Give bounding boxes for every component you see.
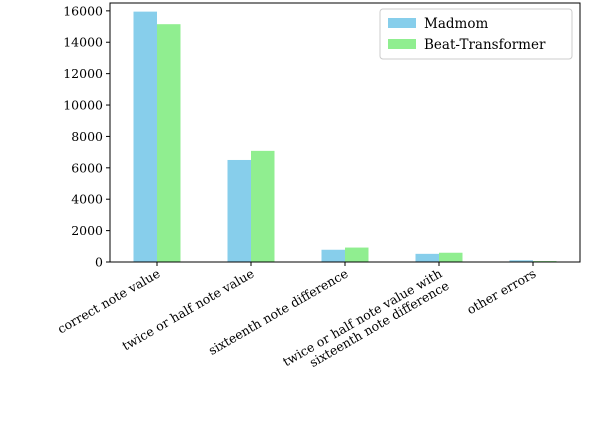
y-tick-label: 6000 [71, 160, 103, 175]
y-tick-label: 8000 [71, 129, 103, 144]
bar-beat-transformer-1 [251, 150, 275, 262]
bar-beat-transformer-0 [157, 24, 181, 263]
x-tick-label-line: sixteenth note difference [307, 278, 452, 370]
bars-layer [133, 11, 557, 263]
bar-madmom-4 [509, 260, 533, 262]
y-tick-label: 0 [95, 255, 103, 270]
bar-beat-transformer-3 [439, 252, 463, 262]
x-tick-label-line: other errors [464, 266, 538, 318]
legend-swatch [388, 39, 416, 49]
y-tick-label: 10000 [63, 98, 103, 113]
bar-madmom-2 [321, 249, 345, 262]
legend-label: Beat-Transformer [424, 37, 546, 53]
legend-label: Madmom [424, 16, 488, 32]
y-tick-label: 2000 [71, 223, 103, 238]
legend-box [379, 8, 573, 60]
bar-beat-transformer-2 [345, 247, 369, 262]
y-tick-label: 16000 [63, 3, 103, 18]
bar-madmom-1 [227, 159, 251, 262]
legend: Madmom Beat-Transformer [379, 8, 573, 60]
x-tick-label: twice or half note value withsixteenth n… [280, 266, 452, 382]
x-tick-label: other errors [464, 266, 538, 318]
plot-frame [109, 2, 581, 263]
x-tick-label-line: twice or half note value with [280, 266, 445, 370]
legend-swatch [388, 18, 416, 28]
bar-madmom-0 [133, 11, 157, 263]
y-tick-label: 14000 [63, 35, 103, 50]
y-tick-label: 4000 [71, 192, 103, 207]
y-axis: 0 2000 4000 6000 8000 10000 12000 14000 16000 [63, 3, 110, 270]
y-tick-label: 12000 [63, 66, 103, 81]
bar-madmom-3 [415, 253, 439, 262]
